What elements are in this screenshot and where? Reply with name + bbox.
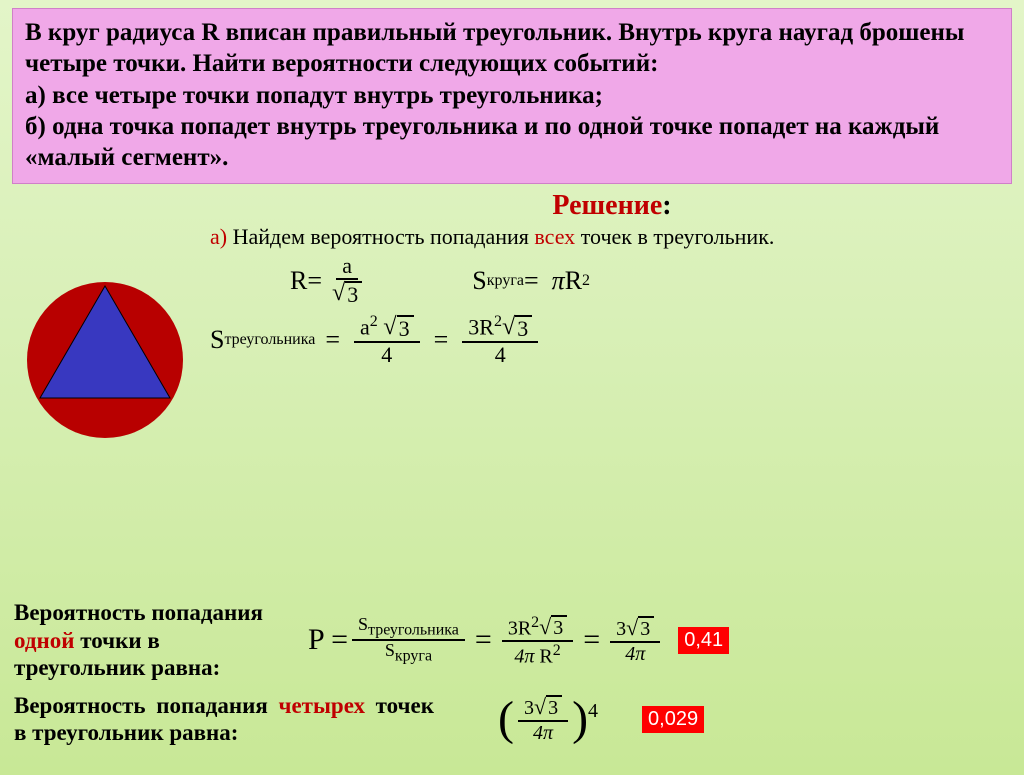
part-a-label: а): [210, 224, 227, 249]
circle-triangle-diagram: [25, 280, 185, 440]
formulas-block: R= a 3 Sкруга= πR2 Sтреугольника = a2 3 …: [210, 254, 1024, 367]
prob-four-label: Вероятность попадания четырех точек в тр…: [14, 692, 434, 747]
part-a-line: а) Найдем вероятность попадания всех точ…: [210, 224, 1024, 250]
bottom-section: Вероятность попадания одной точки в треу…: [14, 599, 1010, 757]
P-equation: P = Sтреугольника Sкруга = 3R23 4π R2 = …: [308, 614, 664, 668]
S-circle-formula: Sкруга= πR2: [472, 266, 590, 296]
result-2: 0,029: [642, 706, 704, 733]
prob-one-row: Вероятность попадания одной точки в треу…: [14, 599, 1010, 682]
solution-title-word: Решение: [552, 190, 662, 221]
P4-equation: ( 33 4π )4: [498, 695, 598, 743]
prob-one-label: Вероятность попадания одной точки в треу…: [14, 599, 294, 682]
solution-title: Решение:: [200, 190, 1024, 222]
problem-text: В круг радиуса R вписан правильный треуг…: [25, 17, 999, 173]
problem-statement-box: В круг радиуса R вписан правильный треуг…: [12, 8, 1012, 184]
formula-row-2: Sтреугольника = a2 3 4 = 3R23 4: [210, 313, 1024, 367]
formula-row-1: R= a 3 Sкруга= πR2: [210, 254, 1024, 307]
result-1: 0,41: [678, 627, 729, 654]
R-formula: R= a 3: [290, 254, 372, 307]
prob-four-row: Вероятность попадания четырех точек в тр…: [14, 692, 1010, 747]
S-triangle-formula: Sтреугольника = a2 3 4 = 3R23 4: [210, 313, 542, 367]
